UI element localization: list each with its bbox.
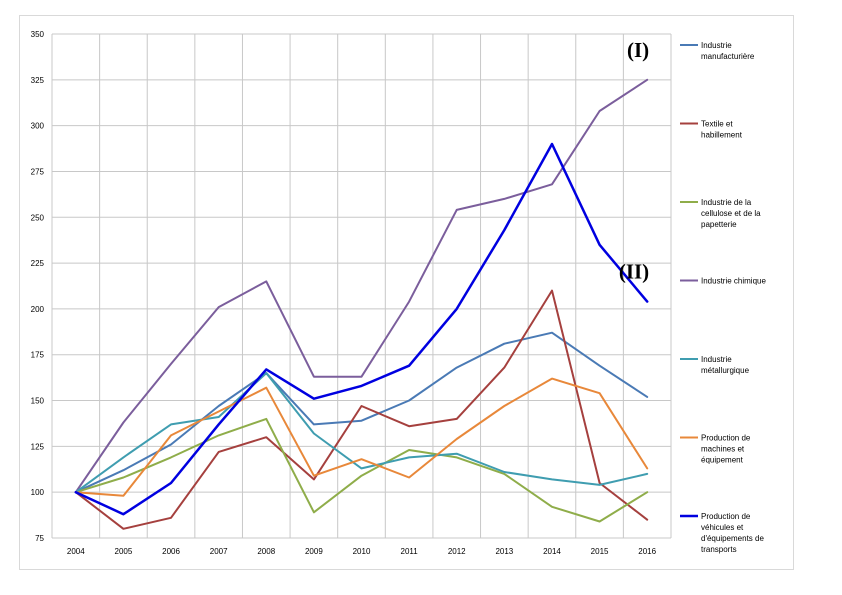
series-line <box>74 331 649 494</box>
legend-label: véhicules et <box>701 523 744 532</box>
x-tick-label: 2007 <box>210 547 228 556</box>
series-line <box>74 372 649 494</box>
y-tick-label: 225 <box>31 259 45 268</box>
series-line <box>74 417 649 523</box>
axis-layer: 75 100 125 150 175 200 225 250 275 300 325 350 2004 2… <box>31 30 657 556</box>
x-tick-label: 2006 <box>162 547 180 556</box>
x-tick-label: 2015 <box>591 547 609 556</box>
chart-frame <box>19 15 794 570</box>
legend-label: Textile et <box>701 120 733 129</box>
x-tick-label: 2014 <box>543 547 561 556</box>
grid-layer <box>51 33 672 539</box>
legend-label: Industrie <box>701 355 732 364</box>
y-tick-label: 275 <box>31 167 45 176</box>
x-tick-label: 2005 <box>115 547 133 556</box>
legend-item: Industrie chimique <box>680 277 766 286</box>
legend-label: métallurgique <box>701 366 750 375</box>
legend-label: Industrie <box>701 41 732 50</box>
x-tick-label: 2011 <box>401 547 419 556</box>
x-tick-label: 2013 <box>495 547 513 556</box>
series-line <box>74 78 649 494</box>
legend-label: Production de <box>701 434 751 443</box>
legend-label: équipement <box>701 456 744 465</box>
legend-label: d'équipements de <box>701 534 764 543</box>
legend-label: Production de <box>701 512 751 521</box>
legend-item: Industrie de la cellulose et de la papette… <box>680 198 761 229</box>
legend-item: Production de véhicules et d'équipements d… <box>680 512 764 554</box>
annotation-layer: (I) (II) <box>619 38 649 284</box>
y-tick-label: 150 <box>31 397 45 406</box>
legend-label: machines et <box>701 445 745 454</box>
legend-label: manufacturière <box>701 52 755 61</box>
legend: Industrie manufacturière Textile et habille… <box>680 41 766 554</box>
y-tick-label: 100 <box>31 488 45 497</box>
y-tick-label: 325 <box>31 76 45 85</box>
legend-label: Industrie chimique <box>701 277 766 286</box>
x-tick-label: 2009 <box>305 547 323 556</box>
y-tick-label: 350 <box>31 30 45 39</box>
legend-item: Production de machines et équipement <box>680 434 751 465</box>
series-line <box>74 289 649 530</box>
annotation-label: (I) <box>627 38 649 62</box>
y-tick-label: 125 <box>31 442 45 451</box>
legend-item: Textile et habillement <box>680 120 743 140</box>
series-line <box>74 142 649 516</box>
legend-label: transports <box>701 545 737 554</box>
legend-label: papetterie <box>701 220 737 229</box>
legend-label: cellulose et de la <box>701 209 761 218</box>
y-tick-label: 175 <box>31 351 45 360</box>
legend-item: Industrie métallurgique <box>680 355 750 375</box>
y-tick-label: 75 <box>35 534 44 543</box>
legend-label: habillement <box>701 131 743 140</box>
y-tick-label: 200 <box>31 305 45 314</box>
series-line <box>74 377 649 497</box>
y-tick-label: 300 <box>31 122 45 131</box>
legend-item: Industrie manufacturière <box>680 41 755 61</box>
series-layer <box>74 78 649 530</box>
x-tick-label: 2008 <box>257 547 275 556</box>
x-tick-label: 2016 <box>638 547 656 556</box>
y-tick-label: 250 <box>31 213 45 222</box>
legend-label: Industrie de la <box>701 198 752 207</box>
x-tick-label: 2012 <box>448 547 466 556</box>
x-tick-label: 2010 <box>353 547 371 556</box>
annotation-label: (II) <box>619 260 649 284</box>
x-tick-label: 2004 <box>67 547 85 556</box>
